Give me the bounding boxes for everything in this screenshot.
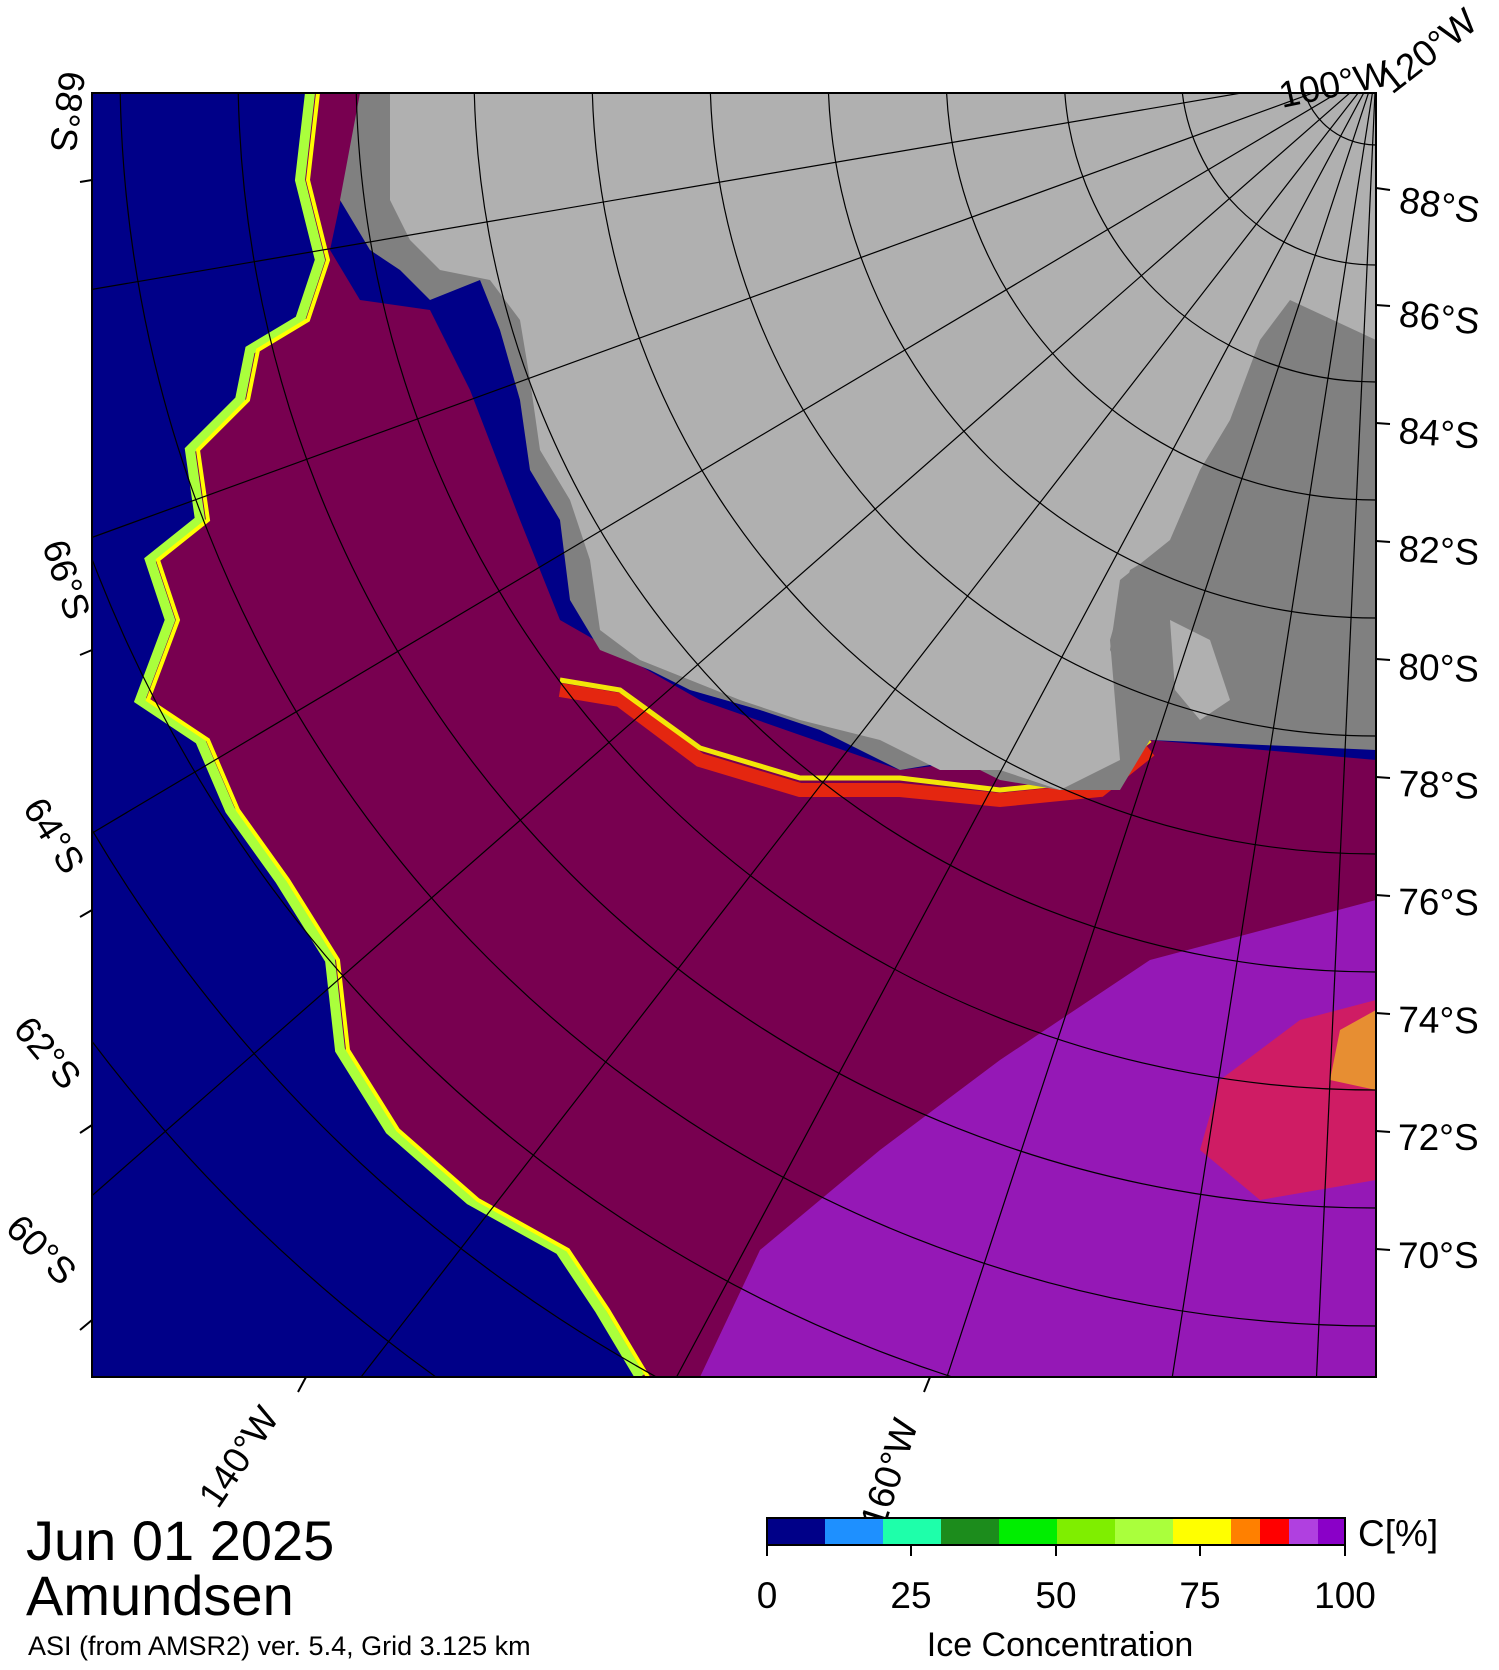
left-lat-ticks (79, 179, 93, 1331)
colorbar-swatch-0 (767, 1518, 825, 1545)
colorbar-tick-75: 75 (1179, 1575, 1220, 1616)
land-light (390, 93, 1376, 790)
lat-label-64: 64°S (15, 791, 93, 881)
colorbar-tick-50: 50 (1035, 1575, 1076, 1616)
lat-label-76: 76°S (1398, 881, 1479, 923)
lat-label-68: 68°S (42, 69, 93, 154)
colorbar-title: Ice Concentration (927, 1626, 1194, 1664)
bottom-lon-ticks (297, 1376, 931, 1393)
ice-edge-fringe-inner (145, 93, 650, 1377)
colorbar-swatch-10 (1289, 1518, 1318, 1545)
colorbar-swatch-7 (1173, 1518, 1231, 1545)
right-lat-ticks (1375, 187, 1391, 1251)
lat-label-66: 66°S (34, 535, 98, 624)
land-light-patch (1170, 620, 1230, 720)
date-label: Jun 01 2025 (26, 1509, 334, 1572)
lat-label-78: 78°S (1398, 763, 1480, 807)
colorbar-swatch-5 (1057, 1518, 1115, 1545)
coastal-fringe (558, 683, 1155, 808)
colorbar (766, 1517, 1346, 1556)
lat-label-60: 60°S (0, 1207, 84, 1293)
ice-mixed-east (1200, 1000, 1376, 1200)
ice-lower-concentration (700, 900, 1376, 1377)
lat-label-62: 62°S (6, 1009, 89, 1097)
colorbar-swatch-11 (1318, 1518, 1345, 1545)
lat-label-72: 72°S (1398, 1117, 1479, 1158)
colorbar-swatch-3 (941, 1518, 999, 1545)
lat-label-80: 80°S (1398, 646, 1480, 690)
lon-label-160w: 160°W (853, 1414, 926, 1533)
colorbar-swatch-9 (1260, 1518, 1289, 1545)
region-label: Amundsen (26, 1564, 294, 1627)
ice-edge-fringe (133, 93, 645, 1377)
lat-label-88: 88°S (1397, 179, 1483, 231)
lon-label-120w: 120°W (1372, 0, 1485, 101)
lat-label-82: 82°S (1398, 528, 1481, 573)
lat-label-74: 74°S (1398, 999, 1479, 1041)
colorbar-tick-100: 100 (1314, 1575, 1376, 1616)
land-dark-patch (1110, 300, 1376, 720)
lat-label-70: 70°S (1398, 1235, 1479, 1276)
map-frame (91, 92, 1377, 1378)
meridian-lines (92, 93, 1376, 1377)
lat-label-86: 86°S (1397, 293, 1481, 342)
colorbar-swatch-4 (999, 1518, 1057, 1545)
colorbar-unit: C[%] (1358, 1513, 1438, 1554)
colorbar-swatch-1 (825, 1518, 883, 1545)
lat-label-84: 84°S (1397, 410, 1480, 457)
colorbar-tick-0: 0 (757, 1575, 778, 1616)
product-note: ASI (from AMSR2) ver. 5.4, Grid 3.125 km (28, 1631, 531, 1661)
colorbar-swatch-2 (883, 1518, 941, 1545)
lon-label-140w: 140°W (191, 1399, 287, 1514)
colorbar-swatch-6 (1115, 1518, 1173, 1545)
ice-mixed-east-2 (1330, 1010, 1376, 1090)
colorbar-tick-25: 25 (890, 1575, 931, 1616)
colorbar-swatch-8 (1231, 1518, 1260, 1545)
